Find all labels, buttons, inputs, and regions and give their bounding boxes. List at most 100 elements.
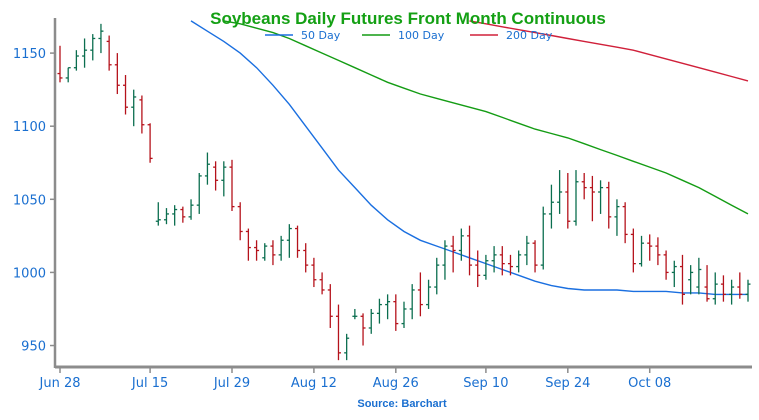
- ohlc-bar: [417, 272, 423, 317]
- ohlc-bar: [622, 202, 628, 244]
- ohlc-bar: [82, 38, 88, 68]
- ohlc-bar: [467, 225, 473, 276]
- ohlc-bar: [311, 257, 317, 288]
- ohlc-bar: [434, 257, 440, 295]
- ohlc-bar: [589, 175, 595, 222]
- ohlc-bar: [163, 208, 169, 225]
- ma-line-2: [223, 20, 749, 215]
- ohlc-bar: [131, 89, 137, 127]
- ohlc-bar: [483, 254, 489, 280]
- ohlc-bar: [278, 235, 284, 261]
- ohlc-bar: [491, 246, 497, 273]
- ohlc-bar: [679, 254, 685, 305]
- ohlc-bar: [98, 23, 104, 54]
- ohlc-bar: [245, 228, 251, 261]
- ohlc-bar: [507, 254, 513, 276]
- ohlc-bar: [688, 265, 694, 295]
- ohlc-bar: [376, 298, 382, 324]
- ohlc-bar: [123, 75, 129, 115]
- ohlc-bar: [458, 228, 464, 261]
- ohlc-bar: [737, 272, 743, 299]
- ohlc-bar: [712, 272, 718, 305]
- ohlc-bar: [475, 250, 481, 288]
- ohlc-bar: [114, 53, 120, 95]
- y-tick-label: 1100: [13, 120, 46, 135]
- x-tick-label: Aug 26: [373, 376, 419, 391]
- ohlc-bar: [639, 235, 645, 267]
- x-ticks: Jun 28 Jul 15 Jul 29 Aug 12 Aug 26 Sep 10 Sep …: [39, 367, 671, 391]
- ohlc-bar: [147, 123, 153, 163]
- ohlc-bar: [335, 304, 341, 361]
- ohlc-bar: [524, 235, 530, 266]
- y-tick-label: 950: [21, 340, 46, 355]
- legend-label-1: 50 Day: [301, 29, 341, 42]
- ohlc-bar: [188, 199, 194, 220]
- ohlc-bar: [344, 333, 350, 361]
- ohlc-bar: [671, 260, 677, 288]
- ohlc-bar: [204, 152, 210, 185]
- ohlc-bar: [696, 257, 702, 295]
- ohlc-bar: [229, 159, 235, 212]
- ohlc-bar: [180, 206, 186, 223]
- ohlc-bar: [409, 284, 415, 320]
- ohlc-bar: [557, 170, 563, 214]
- ohlc-bar: [213, 161, 219, 191]
- ohlc-bar: [65, 67, 71, 83]
- ohlc-bar: [90, 34, 96, 61]
- ohlc-bar: [270, 240, 276, 266]
- ohlc-bar: [286, 224, 292, 258]
- ohlc-bar: [426, 279, 432, 309]
- ohlc-bar: [647, 234, 653, 261]
- ohlc-bar: [540, 206, 546, 270]
- ohlc-bar: [352, 308, 358, 320]
- x-tick-label: Sep 24: [545, 376, 590, 391]
- x-tick-label: Jul 15: [131, 376, 168, 391]
- ohlc-bar: [450, 235, 456, 273]
- ohlc-bar: [254, 240, 260, 261]
- ohlc-bar: [401, 301, 407, 328]
- chart-title: Soybeans Daily Futures Front Month Conti…: [210, 9, 606, 28]
- ohlc-bar: [385, 294, 391, 320]
- x-tick-label: Aug 12: [291, 376, 337, 391]
- ohlc-bar: [729, 279, 735, 305]
- ohlc-bar: [221, 161, 227, 197]
- ohlc-bar: [745, 279, 751, 302]
- ohlc-bar: [565, 172, 571, 229]
- ohlc-bar: [704, 265, 710, 302]
- ohlc-bar: [663, 250, 669, 280]
- ohlc-bars: [57, 23, 751, 361]
- ohlc-bar: [319, 272, 325, 295]
- ohlc-bar: [598, 180, 604, 214]
- legend-label-3: 200 Day: [506, 29, 553, 42]
- ohlc-bar: [303, 243, 309, 273]
- ohlc-bar: [614, 199, 620, 236]
- y-tick-label: 1050: [13, 193, 46, 208]
- legend: 50 Day 100 Day 200 Day: [265, 29, 553, 42]
- x-tick-label: Sep 10: [463, 376, 508, 391]
- ohlc-bar: [499, 246, 505, 276]
- ohlc-bar: [172, 205, 178, 226]
- ma-line-3: [469, 20, 749, 82]
- ohlc-bar: [295, 225, 301, 258]
- ohlc-bar: [360, 313, 366, 346]
- ohlc-bar: [655, 237, 661, 266]
- ohlc-bar: [393, 294, 399, 331]
- axes-layer: [53, 18, 752, 369]
- ohlc-bar: [573, 170, 579, 226]
- ohlc-bar: [155, 202, 161, 226]
- ohlc-bar: [57, 45, 63, 83]
- y-ticks: 950 1000 1050 1100 1150: [13, 47, 55, 355]
- ohlc-bar: [106, 35, 112, 71]
- ohlc-bar: [368, 308, 374, 334]
- x-tick-label: Jul 29: [213, 376, 250, 391]
- x-tick-label: Oct 08: [628, 376, 671, 391]
- ohlc-bar: [442, 240, 448, 280]
- ohlc-bar: [262, 243, 268, 261]
- ohlc-bar: [139, 95, 145, 134]
- ohlc-bar: [327, 284, 333, 328]
- ohlc-bar: [516, 250, 522, 273]
- ohlc-bar: [630, 228, 636, 273]
- x-tick-label: Jun 28: [39, 376, 81, 391]
